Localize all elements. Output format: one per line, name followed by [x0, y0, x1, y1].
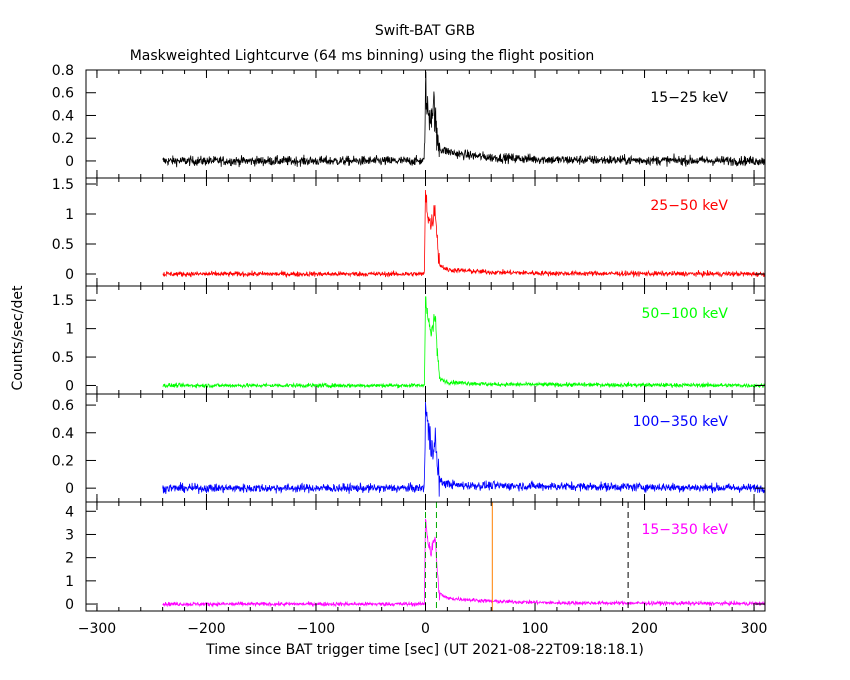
- y-tick-label: 1.5: [52, 293, 74, 309]
- y-tick-label: 0: [65, 481, 74, 497]
- y-tick-label: 0.6: [52, 398, 74, 414]
- y-tick-label: 2: [65, 551, 74, 567]
- y-tick-label: 1: [65, 574, 74, 590]
- chart-subtitle: Maskweighted Lightcurve (64 ms binning) …: [130, 48, 595, 64]
- y-tick-label: 0.5: [52, 237, 74, 253]
- y-tick-label: 0: [65, 154, 74, 170]
- x-tick-label: −100: [297, 621, 335, 637]
- y-tick-label: 1.5: [52, 177, 74, 193]
- x-tick-label: −200: [187, 621, 225, 637]
- panel-energy-label: 15−25 keV: [650, 90, 728, 106]
- y-tick-label: 0.2: [52, 131, 74, 147]
- y-tick-label: 0.2: [52, 453, 74, 469]
- x-tick-label: 100: [522, 621, 549, 637]
- chart-title: Swift-BAT GRB: [375, 23, 475, 39]
- series-line: [162, 401, 766, 497]
- panel-25-50-kev: 0 0.5 1 1.5 25−50 keV: [52, 177, 766, 287]
- y-tick-label: 1: [65, 207, 74, 223]
- y-tick-label: 0.6: [52, 86, 74, 102]
- y-tick-label: 0.8: [52, 63, 74, 79]
- series-line: [162, 189, 766, 278]
- y-tick-label: 1: [65, 322, 74, 338]
- y-tick-label: 0.4: [52, 426, 74, 442]
- series-line: [162, 518, 766, 608]
- x-tick-label: 200: [631, 621, 658, 637]
- series-line: [162, 71, 766, 168]
- y-tick-label: 0.4: [52, 108, 74, 124]
- y-tick-label: 3: [65, 527, 74, 543]
- panel-energy-label: 15−350 keV: [641, 522, 728, 538]
- y-tick-label: 0: [65, 378, 74, 394]
- y-tick-label: 4: [65, 504, 74, 520]
- y-tick-label: 0: [65, 597, 74, 613]
- panel-energy-label: 100−350 keV: [633, 414, 729, 430]
- x-tick-label: −300: [78, 621, 116, 637]
- series-line: [162, 296, 766, 389]
- y-tick-label: 0: [65, 267, 74, 283]
- panel-energy-label: 50−100 keV: [641, 306, 728, 322]
- x-tick-label: 0: [421, 621, 430, 637]
- y-axis-label: Counts/sec/det: [10, 285, 26, 390]
- y-tick-label: 0.5: [52, 350, 74, 366]
- panel-15-350-kev: 0 1 2 3 4 15−350 keV: [65, 501, 766, 613]
- panel-100-350-kev: 0 0.2 0.4 0.6 100−350 keV: [52, 393, 766, 503]
- x-axis-label: Time since BAT trigger time [sec] (UT 20…: [205, 642, 644, 658]
- x-tick-label: 300: [741, 621, 768, 637]
- panel-50-100-kev: 0 0.5 1 1.5 50−100 keV: [52, 285, 766, 395]
- panel-energy-label: 25−50 keV: [650, 198, 728, 214]
